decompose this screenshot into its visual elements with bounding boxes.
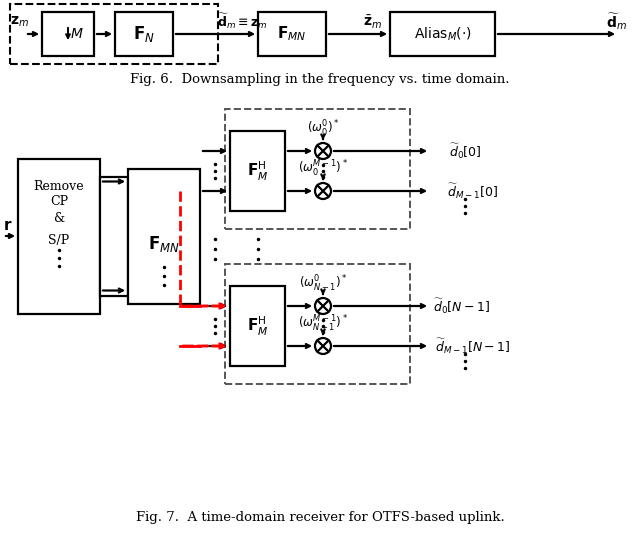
Text: $(\omega_0^{M-1})^*$: $(\omega_0^{M-1})^*$: [298, 159, 348, 179]
Text: $(\omega_{N-1}^{M-1})^*$: $(\omega_{N-1}^{M-1})^*$: [298, 314, 348, 334]
Text: $\mathrm{Alias}_M(\cdot)$: $\mathrm{Alias}_M(\cdot)$: [413, 25, 472, 43]
Text: Fig. 6.  Downsampling in the frequency vs. time domain.: Fig. 6. Downsampling in the frequency vs…: [131, 73, 509, 86]
Text: $\bar{\mathbf{z}}_m$: $\bar{\mathbf{z}}_m$: [364, 13, 383, 31]
FancyBboxPatch shape: [10, 4, 218, 64]
Text: $\mathbf{z}_m$: $\mathbf{z}_m$: [10, 15, 29, 29]
FancyBboxPatch shape: [128, 168, 200, 303]
FancyBboxPatch shape: [115, 12, 173, 56]
FancyBboxPatch shape: [230, 286, 285, 366]
FancyBboxPatch shape: [258, 12, 326, 56]
Text: $\mathbf{F}_M^{\mathrm{H}}$: $\mathbf{F}_M^{\mathrm{H}}$: [247, 315, 268, 338]
Text: $\mathbf{F}_M^{\mathrm{H}}$: $\mathbf{F}_M^{\mathrm{H}}$: [247, 159, 268, 183]
Text: Fig. 7.  A time-domain receiver for OTFS-based uplink.: Fig. 7. A time-domain receiver for OTFS-…: [136, 511, 504, 525]
Text: $M$: $M$: [70, 27, 84, 41]
Text: $\widetilde{d}_{M-1}[N-1]$: $\widetilde{d}_{M-1}[N-1]$: [435, 337, 511, 355]
Text: $\mathbf{F}_N$: $\mathbf{F}_N$: [133, 24, 155, 44]
Text: $\mathbf{r}$: $\mathbf{r}$: [3, 219, 13, 233]
Text: $\mathbf{F}_{MN}$: $\mathbf{F}_{MN}$: [277, 25, 307, 43]
Text: CP: CP: [50, 195, 68, 208]
Text: $(\omega_{N-1}^0)^*$: $(\omega_{N-1}^0)^*$: [299, 274, 348, 294]
FancyBboxPatch shape: [390, 12, 495, 56]
FancyBboxPatch shape: [230, 131, 285, 211]
Text: $\widetilde{\mathbf{d}}_m \equiv \mathbf{z}_m$: $\widetilde{\mathbf{d}}_m \equiv \mathbf…: [217, 11, 268, 31]
Text: $\mathbf{F}_{MN}$: $\mathbf{F}_{MN}$: [148, 234, 180, 254]
FancyBboxPatch shape: [225, 109, 410, 229]
FancyBboxPatch shape: [225, 264, 410, 384]
Text: Remove: Remove: [34, 180, 84, 193]
Text: S/P: S/P: [49, 234, 70, 247]
Text: $\widetilde{\mathbf{d}}_m$: $\widetilde{\mathbf{d}}_m$: [605, 12, 627, 32]
Text: $\widetilde{d}_{M-1}[0]$: $\widetilde{d}_{M-1}[0]$: [447, 181, 497, 200]
FancyBboxPatch shape: [42, 12, 94, 56]
FancyBboxPatch shape: [18, 159, 100, 314]
Text: $(\omega_0^0)^*$: $(\omega_0^0)^*$: [307, 119, 339, 139]
FancyBboxPatch shape: [100, 176, 128, 295]
Text: &: &: [53, 212, 65, 225]
Text: $\widetilde{d}_0[N-1]$: $\widetilde{d}_0[N-1]$: [433, 296, 491, 316]
Text: $\widetilde{d}_0[0]$: $\widetilde{d}_0[0]$: [449, 142, 481, 161]
